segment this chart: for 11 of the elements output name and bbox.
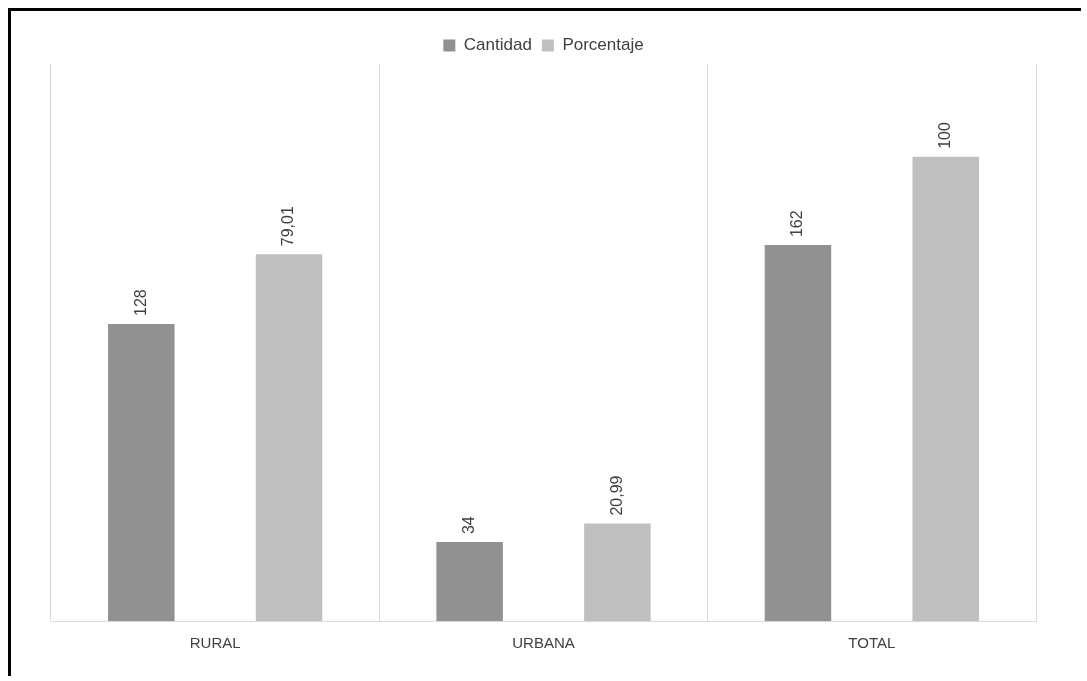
x-tick-label: URBANA xyxy=(512,634,575,652)
data-label: 20,99 xyxy=(607,475,625,516)
data-label: 79,01 xyxy=(279,206,297,247)
data-label: 34 xyxy=(460,516,478,535)
x-tick-label: RURAL xyxy=(189,634,241,652)
data-label: 100 xyxy=(936,122,954,149)
legend-label: Porcentaje xyxy=(562,35,644,55)
x-tick-label: TOTAL xyxy=(848,634,896,652)
data-label: 162 xyxy=(788,210,806,238)
data-label: 128 xyxy=(131,289,149,316)
legend-label: Cantidad xyxy=(463,35,532,55)
